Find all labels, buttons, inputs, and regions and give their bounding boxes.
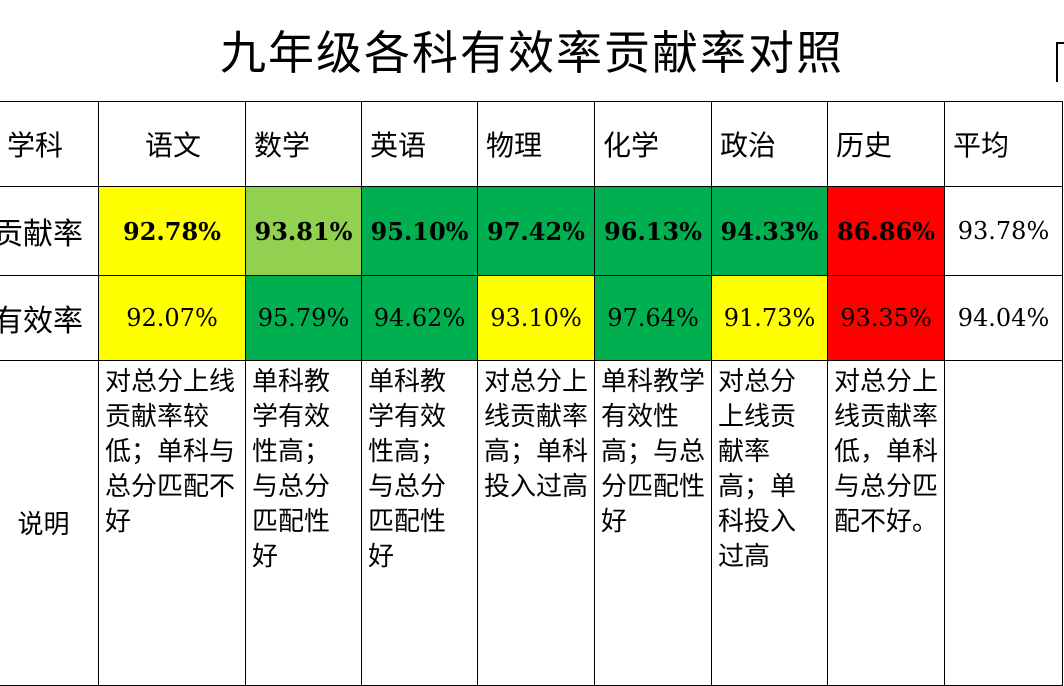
note-math: 单科教学有效性高；与总分匹配性好 [245, 360, 362, 686]
header-chinese: 语文 [98, 101, 246, 187]
note-chemistry: 单科教学有效性高；与总分匹配性好 [594, 360, 712, 686]
effectiveness-english: 94.62% [361, 275, 478, 361]
note-politics: 对总分上线贡献率高；单科投入过高 [711, 360, 828, 686]
effectiveness-physics: 93.10% [477, 275, 595, 361]
row-label-contribution: 贡献率 [0, 186, 99, 276]
effectiveness-history: 93.35% [827, 275, 945, 361]
contribution-math: 93.81% [245, 186, 362, 276]
effectiveness-row: 有效率 92.07% 95.79% 94.62% 93.10% 97.64% 9… [0, 275, 1063, 361]
note-physics: 对总分上线贡献率高；单科投入过高 [477, 360, 595, 686]
contribution-chemistry: 96.13% [594, 186, 712, 276]
header-physics: 物理 [477, 101, 595, 187]
note-average [944, 360, 1063, 686]
contribution-row: 贡献率 92.78% 93.81% 95.10% 97.42% 96.13% 9… [0, 186, 1063, 276]
effectiveness-politics: 91.73% [711, 275, 828, 361]
row-label-notes: 说明 [0, 360, 99, 686]
effectiveness-chinese: 92.07% [98, 275, 246, 361]
contribution-history: 86.86% [827, 186, 945, 276]
header-math: 数学 [245, 101, 362, 187]
header-politics: 政治 [711, 101, 828, 187]
contribution-english: 95.10% [361, 186, 478, 276]
header-history: 历史 [827, 101, 945, 187]
header-average: 平均 [944, 101, 1063, 187]
effectiveness-chemistry: 97.64% [594, 275, 712, 361]
header-subject: 学科 [0, 101, 99, 187]
contribution-chinese: 92.78% [98, 186, 246, 276]
effectiveness-math: 95.79% [245, 275, 362, 361]
row-label-effectiveness: 有效率 [0, 275, 99, 361]
page-title: 九年级各科有效率贡献率对照 [220, 26, 844, 80]
note-history: 对总分上线贡献率低，单科与总分匹配不好。 [827, 360, 945, 686]
notes-row: 说明 对总分上线贡献率较低；单科与总分匹配不好 单科教学有效性高；与总分匹配性好… [0, 360, 1063, 686]
header-row: 学科 语文 数学 英语 物理 化学 政治 历史 平均 [0, 101, 1063, 187]
contribution-average: 93.78% [944, 186, 1063, 276]
note-english: 单科教学有效性高；与总分匹配性好 [361, 360, 478, 686]
effectiveness-average: 94.04% [944, 275, 1063, 361]
header-chemistry: 化学 [594, 101, 712, 187]
header-english: 英语 [361, 101, 478, 187]
comparison-table: 学科 语文 数学 英语 物理 化学 政治 历史 平均 贡献率 92.78% 93… [0, 101, 1063, 686]
cell-border-fragment [1056, 42, 1064, 82]
note-chinese: 对总分上线贡献率较低；单科与总分匹配不好 [98, 360, 246, 686]
contribution-politics: 94.33% [711, 186, 828, 276]
contribution-physics: 97.42% [477, 186, 595, 276]
